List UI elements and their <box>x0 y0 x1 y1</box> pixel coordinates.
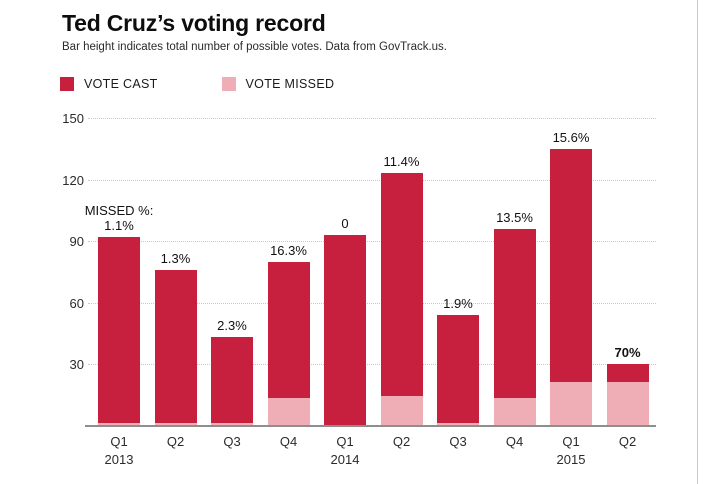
missed-pct-label: 0 <box>285 216 405 231</box>
vote-missed-swatch-icon <box>221 76 236 91</box>
bar-q3-2014 <box>437 314 479 425</box>
missed-pct-value: 1.3% <box>160 250 191 266</box>
legend-item-vote-cast: VOTE CAST <box>60 76 158 91</box>
x-axis-line <box>85 425 656 427</box>
bar-q2-2014 <box>380 173 423 425</box>
y-axis-tick-90: 90 <box>69 234 84 249</box>
missed-pct-label: 1.9% <box>398 296 518 311</box>
missed-pct-value: 16.3% <box>270 242 307 258</box>
y-axis-tick-30: 30 <box>69 357 84 372</box>
gridline-120 <box>88 179 656 181</box>
missed-pct-value: 1.1% <box>104 217 134 233</box>
x-axis-year-label: 2013 <box>104 452 134 467</box>
vote-cast-swatch-icon <box>60 76 74 91</box>
gridline-60 <box>88 302 656 304</box>
x-axis-year-label: 2015 <box>556 452 586 467</box>
bar-q1-2015 <box>550 148 592 425</box>
bar-missed-segment <box>267 398 310 425</box>
legend-label-vote-missed: VOTE MISSED <box>245 76 335 91</box>
bar-missed-segment <box>98 422 140 425</box>
bar-missed-segment <box>154 422 197 425</box>
missed-pct-value: 1.9% <box>443 295 473 311</box>
missed-pct-label: 11.4% <box>342 154 462 169</box>
bar-q1-2014 <box>324 234 366 425</box>
x-axis-year-label: 2014 <box>330 452 360 467</box>
missed-pct-label: 13.5% <box>455 210 575 225</box>
missed-pct-value: 13.5% <box>496 209 533 225</box>
missed-pct-label: 16.3% <box>229 243 349 258</box>
chart-title: Ted Cruz’s voting record <box>62 10 326 36</box>
y-axis-tick-60: 60 <box>69 295 84 311</box>
x-axis-quarter-label: Q2 <box>166 434 185 449</box>
gridline-30 <box>88 364 656 365</box>
legend-item-vote-missed: VOTE MISSED <box>221 76 335 91</box>
x-axis-quarter-label: Q1 <box>110 434 128 449</box>
bar-missed-segment <box>493 398 536 425</box>
missed-pct-label: MISSED %: 1.1% <box>59 203 179 233</box>
x-axis-quarter-label: Q3 <box>449 434 467 449</box>
missed-pct-label: 70% <box>568 345 688 360</box>
missed-pct-label: 2.3% <box>172 318 292 333</box>
bar-q4-2014 <box>493 228 536 425</box>
missed-pct-value: 0 <box>341 215 349 231</box>
missed-pct-value: 15.6% <box>552 129 590 145</box>
bar-q3-2013 <box>211 337 253 425</box>
bar-q1-2013 <box>98 236 140 425</box>
chart-legend: VOTE CAST VOTE MISSED <box>60 76 334 91</box>
y-axis-tick-150: 150 <box>62 111 84 126</box>
bar-missed-segment <box>211 422 253 425</box>
x-axis-quarter-label: Q1 <box>336 434 354 449</box>
legend-label-vote-cast: VOTE CAST <box>84 76 158 91</box>
bar-q4-2013 <box>267 261 310 425</box>
bar-missed-segment <box>550 381 592 425</box>
missed-pct-value: 70% <box>614 345 641 360</box>
bar-q2-2015 <box>606 364 649 425</box>
missed-pct-value: 2.3% <box>217 318 247 334</box>
bar-q2-2013 <box>154 269 197 425</box>
chart-subtitle: Bar height indicates total number of pos… <box>62 41 448 53</box>
x-axis-quarter-label: Q2 <box>392 434 411 449</box>
missed-pct-label: 1.3% <box>116 251 236 266</box>
x-axis-quarter-label: Q1 <box>562 434 580 449</box>
gridline-150 <box>88 118 656 119</box>
y-axis-tick-120: 120 <box>62 172 84 188</box>
x-axis-quarter-label: Q3 <box>223 434 241 449</box>
missed-pct-prefix-label: MISSED %: <box>84 202 154 218</box>
bar-missed-segment <box>380 396 423 425</box>
missed-pct-value: 11.4% <box>383 154 420 170</box>
gridline-90 <box>88 241 656 242</box>
x-axis-quarter-label: Q2 <box>618 434 637 449</box>
page-right-border <box>697 0 698 484</box>
bar-missed-segment <box>606 381 649 425</box>
bar-missed-segment <box>437 422 479 425</box>
missed-pct-label: 15.6% <box>511 130 631 145</box>
x-axis-quarter-label: Q4 <box>279 434 298 449</box>
x-axis-quarter-label: Q4 <box>505 434 524 449</box>
